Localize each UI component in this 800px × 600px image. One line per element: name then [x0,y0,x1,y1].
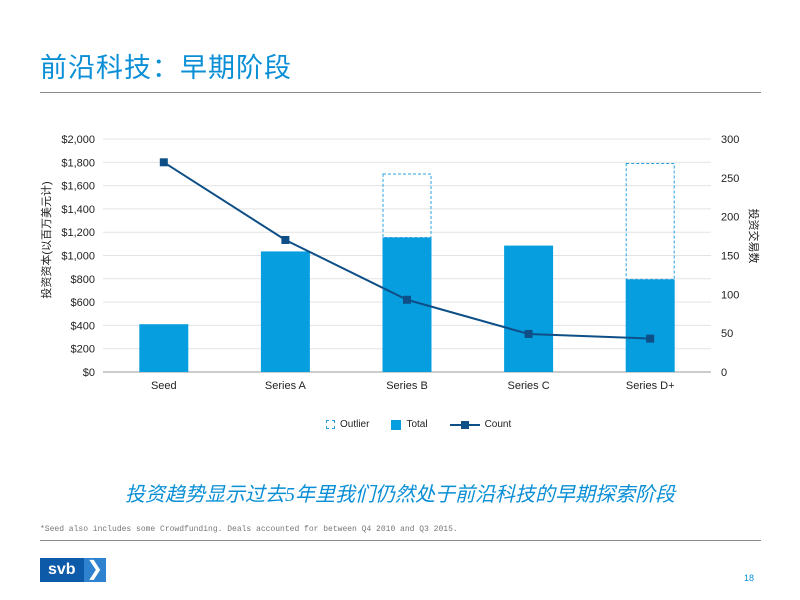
bar-total [625,279,675,372]
x-tick-label: Series C [508,380,550,392]
chart-legend: Outlier Total Count [326,419,511,430]
y-tick-label: $800 [71,274,95,286]
count-marker [646,334,655,343]
x-tick-label: Series D+ [626,380,675,392]
bar-outlier [625,162,675,280]
legend-item-total: Total [391,419,428,430]
y-tick-label: $600 [71,297,95,309]
chart-caption: 投资趋势显示过去5年里我们仍然处于前沿科技的早期探索阶段 [125,484,675,506]
x-tick-label: Series B [386,380,428,392]
x-tick-label: Series A [265,380,307,392]
right-axis-title: 投资交易数 [747,208,759,264]
y2-tick-label: 200 [721,212,739,224]
y-tick-label: $400 [71,320,95,332]
legend-label-count: Count [484,419,512,430]
legend-swatch-outlier [326,420,335,429]
y2-tick-label: 0 [721,367,727,379]
bar-total [139,324,189,372]
y-tick-label: $1,600 [61,181,95,193]
legend-label-outlier: Outlier [340,419,370,430]
y-tick-label: $2,000 [61,134,95,146]
page-title: 前沿科技：早期阶段 [40,53,292,83]
y-tick-label: $1,000 [61,251,95,263]
y2-tick-label: 300 [721,134,739,146]
y2-tick-label: 50 [721,328,733,340]
count-marker [281,235,290,244]
legend-item-count: Count [449,419,512,430]
page-number: 18 [744,573,755,583]
y-tick-label: $1,400 [61,204,95,216]
legend-label-total: Total [406,419,428,430]
y-tick-label: $1,800 [61,157,95,169]
y2-tick-label: 250 [721,173,739,185]
bar-total [504,245,554,372]
x-tick-label: Seed [151,380,177,392]
y-tick-label: $1,200 [61,227,95,239]
svb-logo: svb ❯ [40,558,106,582]
chevron-right-icon: ❯ [83,558,106,582]
footnote: *Seed also includes some Crowdfunding. D… [40,525,458,534]
legend-swatch-total [391,419,402,430]
bar-total [260,251,310,372]
title-divider [40,92,761,93]
y-tick-label: $200 [71,344,95,356]
count-marker [524,329,533,338]
legend-swatch-count [449,420,480,430]
count-marker [403,295,411,304]
legend-item-outlier: Outlier [326,419,369,430]
y-tick-label: $0 [83,367,95,379]
footer-divider [40,540,761,541]
y2-tick-label: 100 [721,289,739,301]
logo-text: svb [40,558,84,582]
investment-chart: $0 $200 $400 $600 $800 $1,000 $1,200 $1,400 $1,6… [61,134,739,392]
bar-outlier [382,173,432,238]
left-axis-title: 投资资本(以百万美元计) [41,181,53,299]
count-marker [159,158,168,167]
y2-tick-label: 150 [721,251,739,263]
